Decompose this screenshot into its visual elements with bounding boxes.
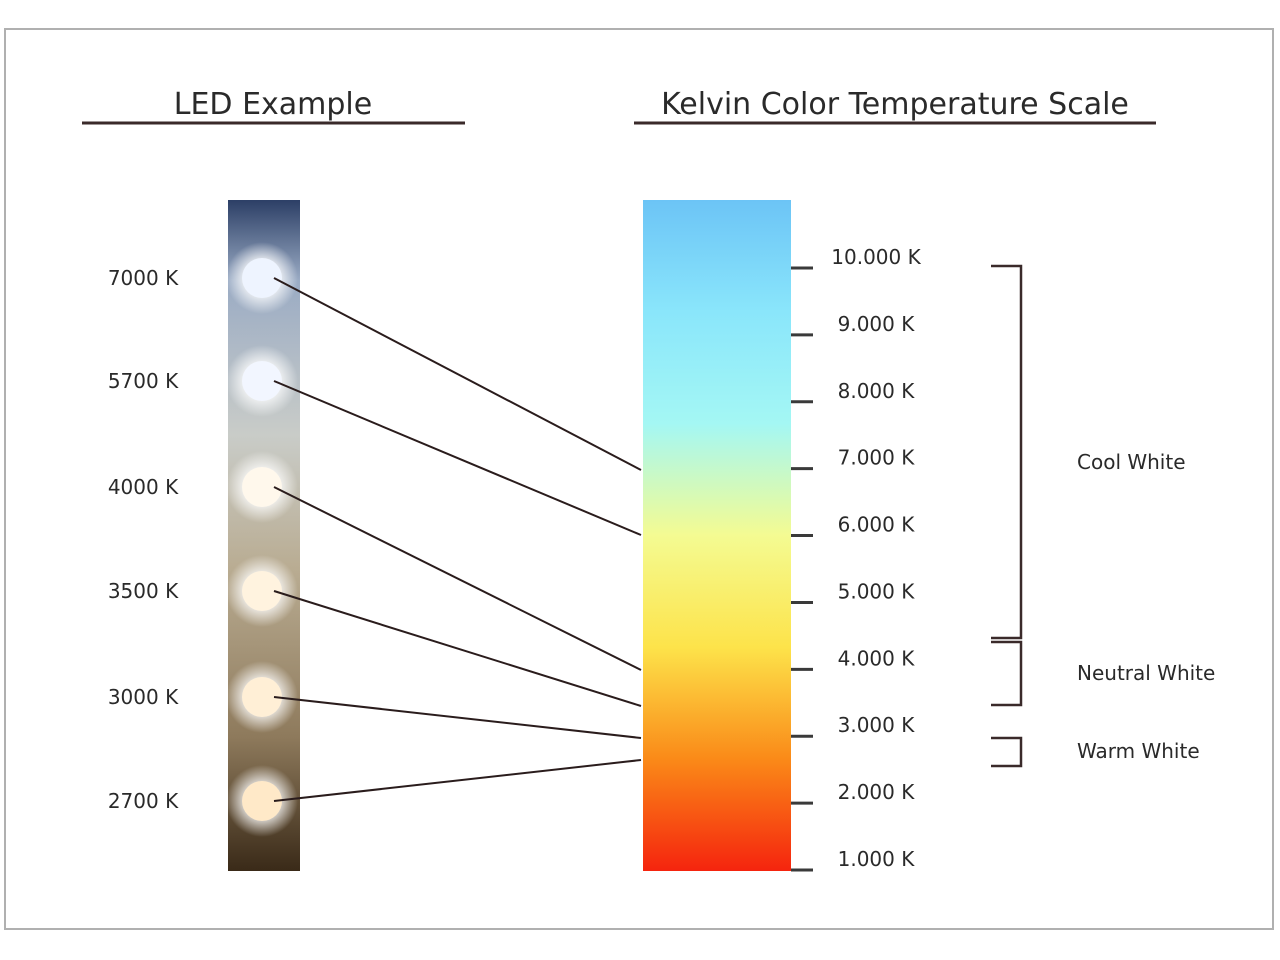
led-example-title: LED Example [174,87,372,122]
led-light [242,571,282,611]
category-bracket [991,264,1023,640]
led-light [242,781,282,821]
category-label: Cool White [1077,450,1186,474]
kelvin-scale-bar [643,200,791,871]
led-connector-line [273,380,642,536]
led-light [242,258,282,298]
diagram-frame [4,28,1274,930]
led-light [242,677,282,717]
led-connector-line [273,759,642,802]
led-label: 2700 K [108,789,179,813]
category-label: Warm White [1077,739,1200,763]
scale-tick-label: 3.000 K [838,713,916,737]
scale-tick-label: 7.000 K [838,446,916,470]
led-connector-line [273,590,642,707]
tick-group: 10.000 K 9.000 K 8.000 K 7.000 K 6.000 K 5.00… [791,245,922,872]
kelvin-scale-title: Kelvin Color Temperature Scale [661,87,1129,122]
scale-tick-label: 8.000 K [838,379,916,403]
scale-tick-label: 10.000 K [831,245,921,269]
scale-tick-label: 9.000 K [838,312,916,336]
category-label: Neutral White [1077,661,1215,685]
led-label: 3000 K [108,685,179,709]
led-label: 4000 K [108,475,179,499]
led-label: 3500 K [108,579,179,603]
category-group: Cool White Neutral White Warm White [991,264,1215,768]
scale-tick-label: 1.000 K [838,847,916,871]
scale-tick-label: 5.000 K [838,579,916,603]
led-connector-line [273,696,642,739]
led-group: 7000 K 5700 K 4000 K 3500 K 3000 K 2700 K [108,242,298,837]
led-light [242,467,282,507]
connector-group [273,277,642,802]
scale-tick-label: 4.000 K [838,646,916,670]
led-connector-line [273,277,642,471]
category-bracket [991,736,1023,768]
scale-tick-label: 6.000 K [838,513,916,537]
led-light [242,361,282,401]
led-label: 7000 K [108,266,179,290]
category-bracket [991,640,1023,707]
led-connector-line [273,486,642,671]
led-label: 5700 K [108,369,179,393]
scale-tick-label: 2.000 K [838,780,916,804]
